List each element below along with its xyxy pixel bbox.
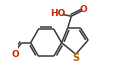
Text: HO: HO — [51, 9, 66, 18]
Text: O: O — [80, 5, 87, 14]
Text: S: S — [73, 53, 80, 63]
Text: O: O — [11, 50, 19, 59]
